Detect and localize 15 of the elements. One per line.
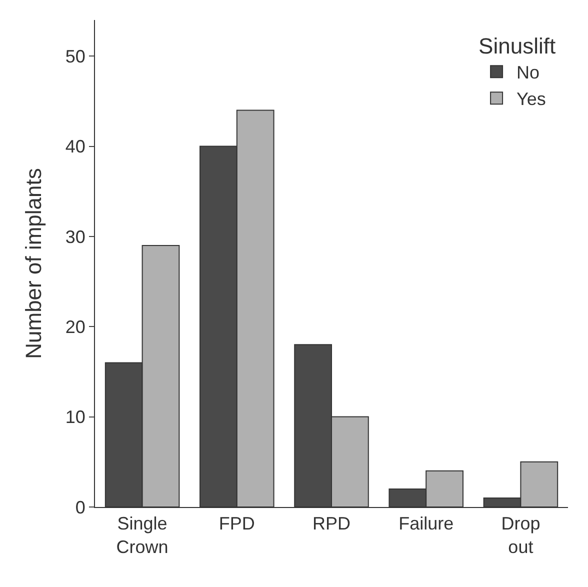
y-tick-label: 40 <box>65 136 86 157</box>
x-tick-label: Drop out <box>501 514 540 557</box>
y-axis-title: Number of implants <box>21 168 46 359</box>
x-tick-label: Failure <box>398 514 454 534</box>
y-tick-label: 10 <box>65 407 86 428</box>
x-tick-label: RPD <box>312 514 351 534</box>
y-tick-label: 0 <box>75 497 86 518</box>
x-tick-label: FPD <box>218 514 255 534</box>
legend-label: No <box>516 62 540 83</box>
y-tick-label: 50 <box>65 46 86 66</box>
y-tick-label: 20 <box>65 316 86 337</box>
x-tick-label: Single Crown <box>116 514 168 557</box>
y-tick-label: 30 <box>65 226 86 247</box>
legend-title: Sinuslift <box>478 33 556 58</box>
legend-label: Yes <box>516 89 546 110</box>
